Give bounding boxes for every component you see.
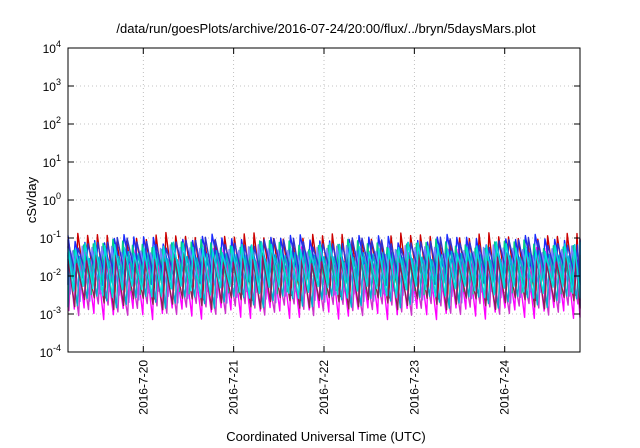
series-line [67, 257, 581, 317]
y-axis: 10-4 10-3 10-2 10-1 100 101 102 103 104 [40, 39, 580, 360]
series-layer [67, 231, 581, 321]
y-tick-label: 10-1 [40, 229, 61, 246]
x-tick-label: 2016-7-20 [136, 360, 150, 415]
x-tick-label: 2016-7-22 [317, 360, 331, 415]
series-line [67, 241, 581, 299]
x-tick-label: 2016-7-23 [407, 360, 421, 415]
y-tick-label: 100 [43, 191, 61, 208]
y-tick-label: 103 [43, 77, 61, 94]
y-tick-label: 10-2 [40, 267, 61, 284]
x-tick-label: 2016-7-24 [498, 360, 512, 415]
y-tick-label: 10-3 [40, 305, 61, 322]
x-axis: 2016-7-20 2016-7-21 2016-7-22 2016-7-23 2016… [136, 48, 512, 415]
x-axis-label: Coordinated Universal Time (UTC) [226, 429, 425, 444]
y-tick-label: 10-4 [40, 343, 61, 360]
y-tick-label: 102 [43, 115, 61, 132]
y-tick-label: 101 [43, 153, 61, 170]
y-axis-label: cSv/day [24, 176, 39, 223]
chart-title: /data/run/goesPlots/archive/2016-07-24/2… [116, 21, 536, 36]
y-tick-label: 104 [43, 39, 61, 56]
x-tick-label: 2016-7-21 [227, 360, 241, 415]
series-line [67, 252, 581, 311]
